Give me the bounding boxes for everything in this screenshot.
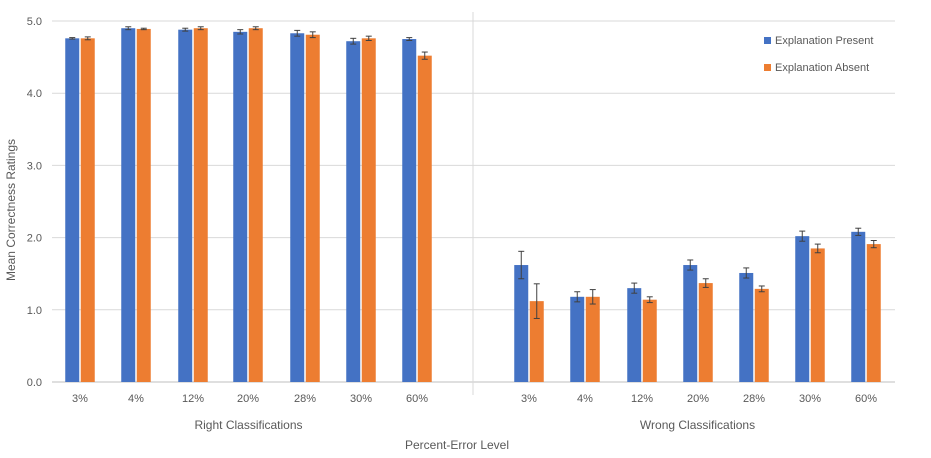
bar-explanation-present (570, 296, 585, 382)
x-tick-label: 60% (406, 393, 428, 405)
x-axis-ticks: 3% 4% 12% 20% 28% 30% 60% 3% 4% 12% 20% 28% 30% 60% (72, 393, 877, 405)
bar-explanation-absent (642, 299, 657, 382)
bar-explanation-present (683, 265, 698, 382)
bar-explanation-absent (585, 296, 600, 382)
bar-explanation-present (514, 265, 529, 382)
x-tick-label: 28% (294, 393, 316, 405)
x-tick-label: 20% (687, 393, 709, 405)
group-label: Right Classifications (194, 418, 302, 432)
x-tick-label: 12% (182, 393, 204, 405)
bar-explanation-absent (305, 34, 320, 383)
x-tick-label: 28% (743, 393, 765, 405)
bar-explanation-present (233, 31, 248, 383)
legend-swatch-explanation-present (764, 37, 771, 44)
y-tick-label: 0.0 (27, 377, 42, 389)
bar-explanation-present (739, 272, 754, 382)
bars (65, 26, 881, 383)
y-axis-title: Mean Correctness Ratings (4, 139, 18, 281)
group-label: Wrong Classifications (640, 418, 755, 432)
bar-explanation-present (795, 236, 810, 382)
bar-explanation-absent (754, 288, 769, 382)
bar-explanation-present (290, 33, 305, 383)
x-tick-label: 30% (350, 393, 372, 405)
legend: Explanation Present Explanation Absent (764, 35, 873, 74)
x-tick-label: 4% (577, 393, 593, 405)
bar-explanation-absent (810, 248, 825, 382)
x-tick-label: 30% (799, 393, 821, 405)
legend-label-explanation-absent: Explanation Absent (775, 62, 869, 74)
legend-label-explanation-present: Explanation Present (775, 35, 873, 47)
bar-explanation-present (121, 28, 136, 382)
bar-explanation-present (402, 39, 417, 383)
bar-explanation-absent (136, 28, 151, 383)
legend-swatch-explanation-absent (764, 64, 771, 71)
x-tick-label: 3% (72, 393, 88, 405)
group-labels: Right Classifications Wrong Classificatio… (194, 418, 755, 432)
y-tick-label: 5.0 (27, 16, 42, 28)
bar-explanation-present (65, 38, 80, 382)
bar-explanation-absent (361, 38, 376, 382)
bar-explanation-absent (193, 28, 208, 382)
y-tick-label: 2.0 (27, 233, 42, 245)
y-axis-ticks: 0.0 1.0 2.0 3.0 4.0 5.0 (27, 16, 42, 389)
x-tick-label: 60% (855, 393, 877, 405)
bar-explanation-absent (866, 244, 881, 382)
bar-explanation-absent (529, 301, 544, 382)
y-tick-label: 3.0 (27, 160, 42, 172)
bar-explanation-present (178, 29, 193, 382)
bar-explanation-absent (248, 28, 263, 382)
x-axis-title: Percent-Error Level (405, 438, 509, 452)
x-tick-label: 20% (237, 393, 259, 405)
y-tick-label: 1.0 (27, 305, 42, 317)
x-tick-label: 12% (631, 393, 653, 405)
bar-explanation-absent (80, 38, 95, 382)
gridlines (52, 12, 895, 395)
bar-explanation-present (346, 41, 361, 382)
bar-explanation-present (851, 231, 866, 382)
y-tick-label: 4.0 (27, 88, 42, 100)
bar-explanation-present (627, 288, 642, 382)
x-tick-label: 3% (521, 393, 537, 405)
bar-explanation-absent (417, 55, 432, 382)
x-tick-label: 4% (128, 393, 144, 405)
bar-explanation-absent (698, 283, 713, 382)
